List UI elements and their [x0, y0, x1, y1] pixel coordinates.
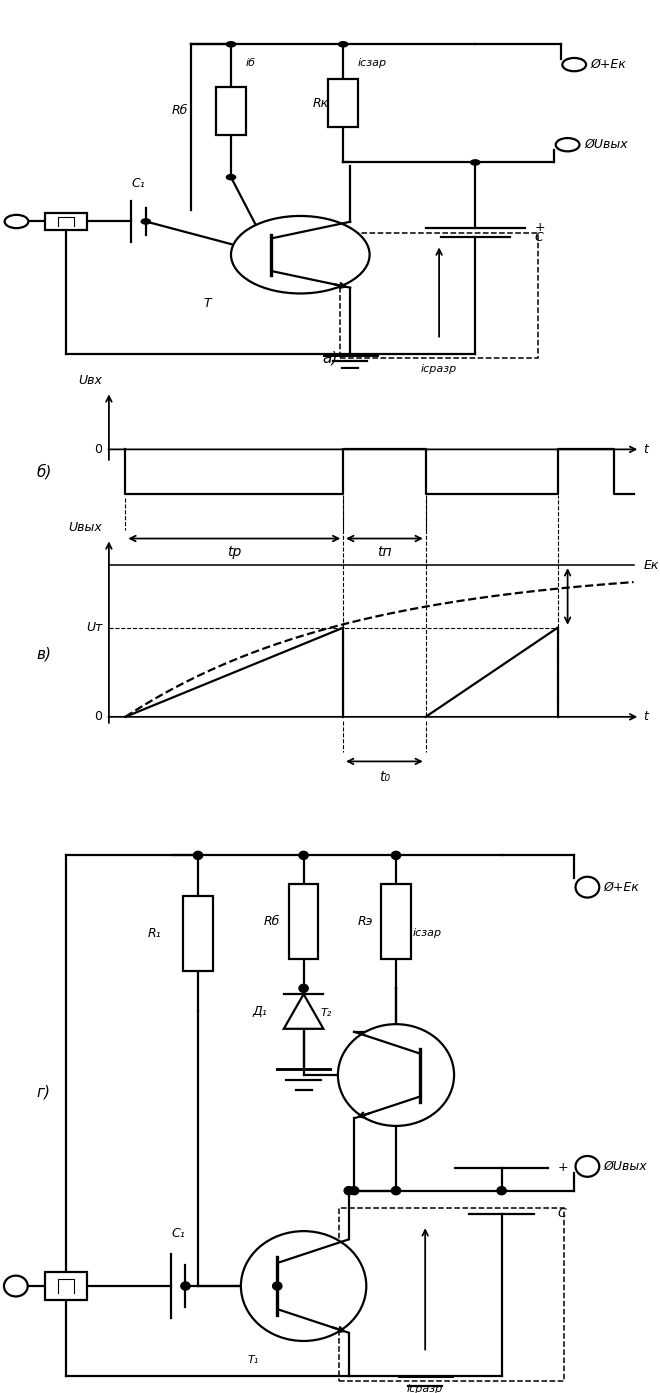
Circle shape	[5, 215, 28, 228]
Circle shape	[339, 42, 348, 47]
Text: Eк: Eк	[644, 559, 659, 571]
Circle shape	[350, 1187, 359, 1195]
Text: б): б)	[36, 464, 51, 479]
Bar	[329, 79, 358, 127]
Text: C: C	[558, 1208, 566, 1220]
Text: T: T	[203, 297, 211, 311]
Circle shape	[299, 985, 308, 992]
Text: 0: 0	[94, 443, 102, 456]
Text: iсзар: iсзар	[412, 928, 442, 939]
Text: t: t	[644, 443, 648, 456]
Text: Rк: Rк	[313, 98, 329, 110]
Text: t: t	[644, 710, 648, 723]
Bar	[341, 234, 538, 358]
Circle shape	[471, 160, 480, 164]
Text: C: C	[535, 231, 543, 244]
Circle shape	[391, 851, 401, 859]
Circle shape	[576, 876, 599, 897]
Text: Rб: Rб	[172, 104, 188, 117]
Circle shape	[141, 219, 150, 224]
Bar	[216, 86, 246, 135]
Circle shape	[231, 216, 370, 294]
Text: tп: tп	[377, 545, 392, 559]
Bar	[45, 1272, 87, 1300]
Circle shape	[338, 1024, 454, 1126]
Text: в): в)	[36, 646, 51, 662]
Text: Ø+Eк: Ø+Eк	[591, 59, 626, 71]
Text: Rэ: Rэ	[358, 915, 373, 928]
Circle shape	[4, 1276, 28, 1297]
Text: ØUвых: ØUвых	[584, 138, 628, 152]
Circle shape	[497, 1187, 506, 1195]
Text: iсразр: iсразр	[407, 1385, 444, 1393]
Circle shape	[299, 851, 308, 859]
Bar	[183, 896, 213, 971]
Text: Д₁: Д₁	[253, 1004, 267, 1018]
Text: Ø+Eк: Ø+Eк	[604, 880, 640, 894]
Circle shape	[391, 1187, 401, 1195]
Text: а): а)	[322, 351, 338, 365]
Polygon shape	[284, 995, 323, 1029]
Text: T₂: T₂	[320, 1009, 331, 1018]
Bar	[289, 885, 318, 960]
Text: +: +	[535, 221, 545, 234]
Circle shape	[556, 138, 579, 152]
Text: Rб: Rб	[264, 915, 280, 928]
Text: R₁: R₁	[148, 926, 162, 940]
Circle shape	[562, 59, 586, 71]
Text: ØUвых: ØUвых	[604, 1160, 647, 1173]
Text: t₀: t₀	[379, 770, 390, 784]
Circle shape	[226, 174, 236, 180]
Circle shape	[226, 42, 236, 47]
Text: tр: tр	[227, 545, 242, 559]
Text: T₁: T₁	[248, 1355, 259, 1365]
Text: C₁: C₁	[132, 177, 145, 189]
Circle shape	[181, 1282, 190, 1290]
Circle shape	[576, 1156, 599, 1177]
Text: C₁: C₁	[172, 1227, 185, 1240]
Bar	[339, 1208, 564, 1382]
Circle shape	[193, 851, 203, 859]
Bar	[45, 213, 87, 230]
Text: iб: iб	[246, 57, 255, 68]
Text: iсзар: iсзар	[358, 57, 387, 68]
Circle shape	[344, 1187, 353, 1195]
Text: Uвых: Uвых	[69, 521, 102, 534]
Circle shape	[273, 1282, 282, 1290]
Text: Uвх: Uвх	[79, 373, 102, 387]
Circle shape	[241, 1231, 366, 1341]
Bar	[381, 885, 411, 960]
Text: 0: 0	[94, 710, 102, 723]
Text: Uт: Uт	[86, 621, 102, 634]
Text: iсразр: iсразр	[421, 364, 457, 373]
Text: +: +	[558, 1160, 568, 1174]
Text: г): г)	[36, 1085, 50, 1100]
